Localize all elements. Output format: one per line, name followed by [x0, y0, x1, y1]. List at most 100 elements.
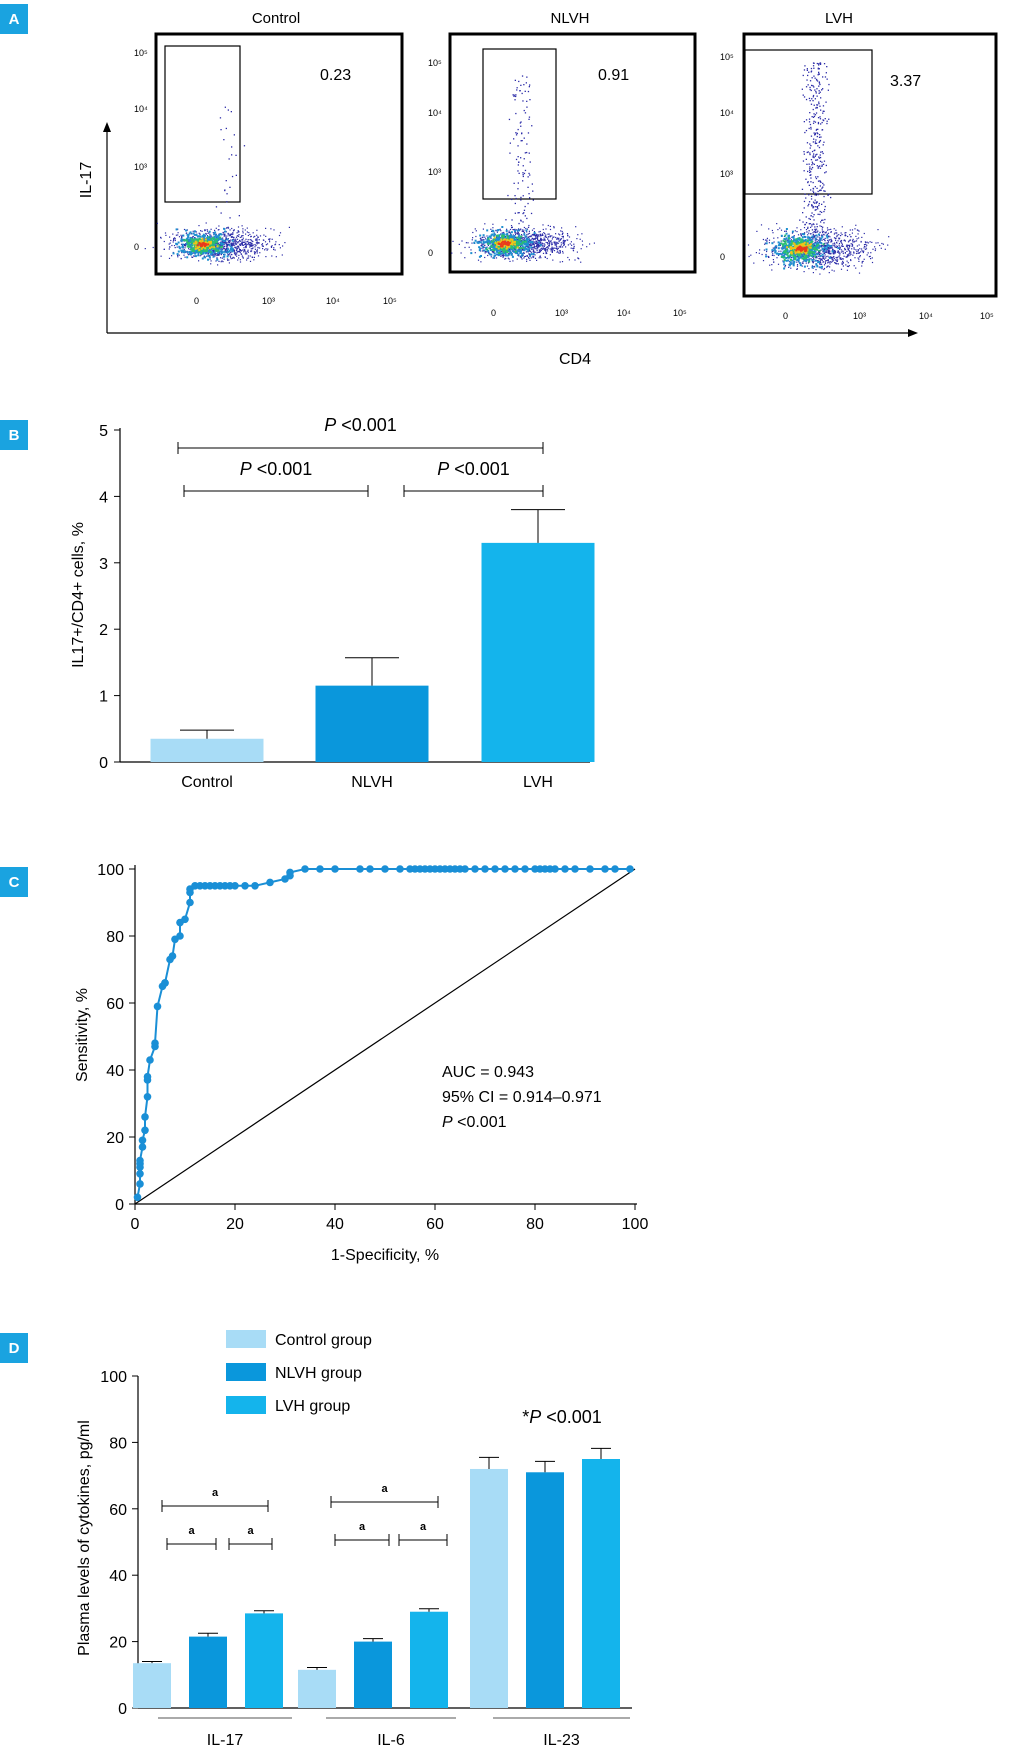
flow-dot — [200, 252, 202, 255]
flow-dot — [814, 142, 817, 145]
flow-dot — [525, 227, 527, 230]
flow-dot — [215, 237, 217, 239]
flow-dot — [523, 247, 526, 250]
flow-dot — [810, 145, 812, 147]
flow-dot — [178, 247, 181, 250]
flow-dot — [177, 256, 179, 258]
flow-dot — [529, 250, 531, 252]
flow-dot — [539, 250, 541, 253]
panel-b-badge — [0, 420, 28, 450]
flow-dot — [520, 121, 522, 123]
panel-a: A IL-17 CD4 Control 0.23 10⁵ 10⁴ 10³ 0 0… — [0, 4, 998, 368]
flow-y-tick: 10³ — [720, 169, 733, 179]
flow-dot — [563, 244, 565, 246]
flow-dot — [208, 246, 211, 249]
flow-dot — [172, 252, 175, 255]
flow-dot — [215, 244, 217, 246]
flow-dot — [783, 263, 786, 266]
flow-dot — [784, 249, 787, 252]
flow-dot — [226, 193, 228, 195]
flow-dot — [245, 233, 247, 235]
flow-dot — [252, 240, 254, 243]
flow-dot — [768, 239, 771, 241]
flow-dot — [526, 217, 528, 220]
flow-dot — [817, 145, 819, 147]
flow-dot — [521, 229, 523, 231]
flow-dot — [850, 259, 852, 261]
flow-dot — [205, 237, 208, 240]
flow-dot — [533, 232, 536, 234]
flow-dot — [496, 243, 499, 246]
flow-dot — [806, 242, 809, 245]
flow-dot — [796, 247, 799, 250]
flow-dot — [818, 165, 820, 168]
flow-dot — [522, 175, 524, 178]
flow-dot — [511, 241, 514, 244]
flow-dot — [194, 245, 197, 248]
flow-dot — [495, 257, 498, 259]
flow-dot — [180, 258, 182, 260]
flow-dot — [509, 238, 512, 241]
flow-dot — [181, 243, 184, 246]
flow-dot — [532, 256, 534, 258]
flow-dot — [779, 244, 781, 246]
flow-dot — [824, 118, 826, 120]
flow-dot — [232, 256, 234, 258]
flow-dot — [232, 243, 234, 245]
flow-dot — [242, 232, 244, 234]
flow-dot — [812, 256, 815, 258]
flow-dot — [872, 248, 874, 250]
flow-dot — [540, 237, 542, 239]
flow-dot — [523, 252, 525, 254]
flow-dot — [849, 234, 851, 236]
flow-dot — [803, 253, 805, 255]
flow-dot — [515, 95, 517, 98]
flow-dot — [828, 118, 830, 120]
flow-dot — [818, 136, 821, 138]
flow-dot — [545, 236, 547, 238]
flow-dot — [484, 236, 486, 238]
flow-dot — [777, 237, 779, 239]
flow-dot — [812, 253, 814, 255]
flow-dot — [501, 235, 504, 238]
flow-dot — [543, 243, 545, 245]
flow-dot — [233, 244, 235, 246]
flow-dot — [549, 248, 551, 250]
flow-dot — [545, 247, 547, 249]
flow-dot — [508, 118, 511, 121]
flow-dot — [511, 238, 514, 241]
flow-dot — [220, 249, 223, 252]
flow-dot — [771, 242, 774, 245]
flow-dot — [814, 231, 816, 233]
flow-dot — [787, 240, 790, 243]
flow-dot — [534, 248, 536, 250]
flow-dot — [813, 156, 815, 159]
flow-dot — [818, 141, 820, 143]
flow-dot — [528, 86, 530, 88]
flow-dot — [798, 254, 801, 257]
flow-dot — [214, 247, 217, 250]
flow-dot — [254, 235, 256, 237]
flow-dot — [818, 101, 820, 103]
flow-dot — [517, 253, 520, 256]
flow-dot — [536, 243, 538, 245]
flow-dot — [811, 229, 814, 231]
flow-dot — [803, 69, 806, 71]
flow-dot — [844, 247, 846, 249]
flow-dot — [845, 264, 847, 266]
flow-dot — [814, 237, 817, 240]
flow-dot — [822, 163, 825, 165]
flow-dot — [177, 228, 179, 230]
flow-dot — [840, 245, 843, 247]
flow-dot — [820, 249, 822, 251]
y-tick-label: 60 — [106, 996, 124, 1013]
flow-dot — [215, 241, 218, 244]
flow-dot — [193, 242, 196, 245]
flow-dot — [528, 247, 531, 250]
flow-dot — [228, 259, 230, 261]
flow-dot — [247, 250, 249, 252]
flow-dot — [217, 254, 219, 256]
flow-dot — [809, 246, 812, 249]
flow-dot — [834, 251, 836, 253]
